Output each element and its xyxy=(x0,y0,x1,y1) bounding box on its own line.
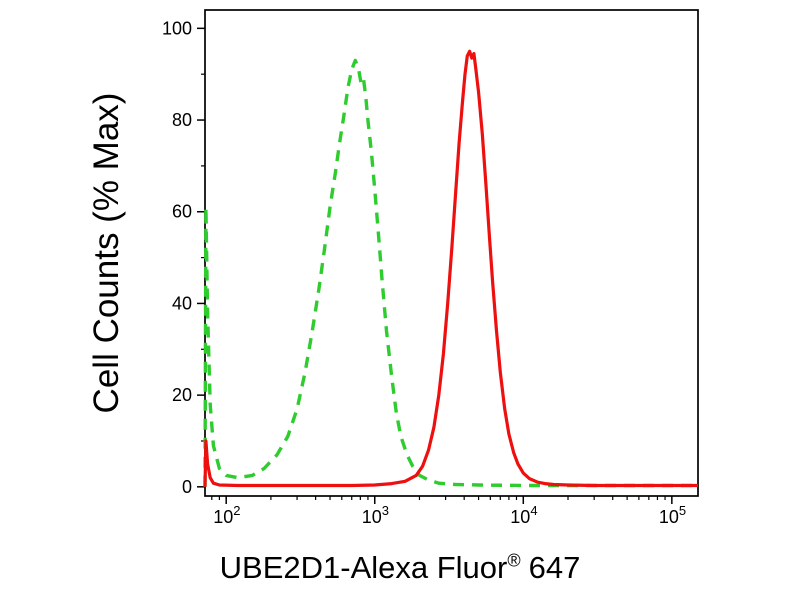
x-tick-label: 105 xyxy=(659,503,686,527)
x-axis-title: UBE2D1-Alexa Fluor® 647 xyxy=(0,550,800,586)
plot-area: 0 20 40 60 80 100 102 103 104 105 xyxy=(162,9,699,527)
y-tick-label: 60 xyxy=(172,202,192,222)
y-tick-label: 40 xyxy=(172,293,192,313)
red-solid-curve xyxy=(203,49,698,488)
green-dashed-curve xyxy=(203,58,698,488)
y-tick-label: 20 xyxy=(172,385,192,405)
y-tick-label: 80 xyxy=(172,110,192,130)
y-tick-label: 0 xyxy=(182,477,192,497)
y-axis-title: Cell Counts (% Max) xyxy=(87,93,126,414)
x-axis-title-number: 647 xyxy=(528,550,581,585)
x-tick-label: 104 xyxy=(510,503,537,527)
registered-trademark-icon: ® xyxy=(507,550,521,571)
y-tick-label: 100 xyxy=(162,18,192,38)
x-axis-title-text: UBE2D1-Alexa Fluor xyxy=(219,550,508,585)
x-tick-label: 103 xyxy=(362,503,389,527)
chart-canvas: 0 20 40 60 80 100 102 103 104 105 Cell Counts (% … xyxy=(87,9,699,527)
x-tick-label: 102 xyxy=(213,503,240,527)
